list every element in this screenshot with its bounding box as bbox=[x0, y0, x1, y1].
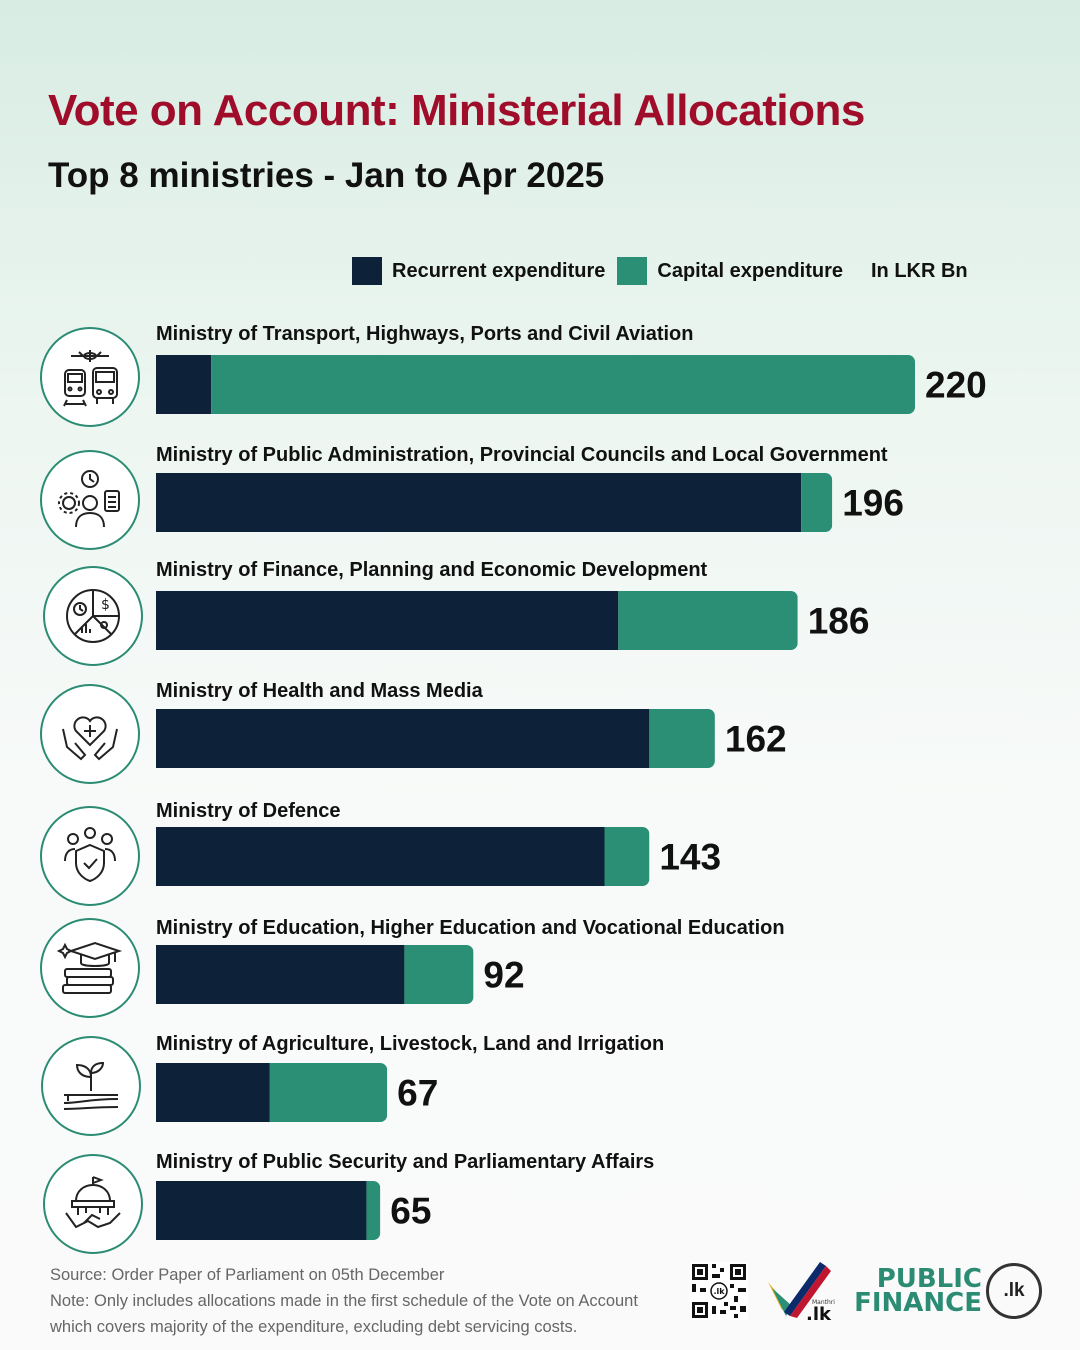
bar-group bbox=[156, 827, 650, 886]
legend-label-recurrent: Recurrent expenditure bbox=[392, 259, 606, 282]
note-line-2: which covers majority of the expenditure… bbox=[50, 1318, 578, 1336]
ministry-label: Ministry of Public Security and Parliame… bbox=[156, 1151, 654, 1173]
defence-icon bbox=[40, 806, 140, 906]
note-line-1: Note: Only includes allocations made in … bbox=[50, 1292, 638, 1310]
bar-capital bbox=[618, 591, 798, 650]
ministry-label: Ministry of Finance, Planning and Econom… bbox=[156, 559, 708, 581]
legend-swatch-capital bbox=[617, 257, 648, 285]
public-finance-wordmark: PUBLIC FINANCE bbox=[854, 1264, 982, 1318]
bar-group bbox=[156, 591, 798, 650]
bar-capital bbox=[269, 1063, 388, 1122]
ministry-label: Ministry of Public Administration, Provi… bbox=[156, 444, 888, 466]
bar-group bbox=[156, 473, 833, 532]
total-value-label: 220 bbox=[925, 365, 987, 406]
ministry-label: Ministry of Defence bbox=[156, 800, 340, 822]
bar-group bbox=[156, 945, 474, 1004]
pf-badge: .lk bbox=[986, 1263, 1042, 1319]
legend-item-capital: Capital expenditure bbox=[617, 257, 843, 285]
bar-group bbox=[156, 1063, 388, 1122]
legend-swatch-recurrent bbox=[352, 257, 382, 285]
public-administration-icon bbox=[40, 450, 140, 550]
total-value-label: 65 bbox=[390, 1191, 431, 1232]
logo-strip: .lk Manthri .lk PUBLIC FINANCE .lk bbox=[690, 1258, 1042, 1324]
qr-center-label: .lk bbox=[714, 1287, 726, 1296]
manthri-lk-text: .lk bbox=[806, 1304, 832, 1324]
bar-capital bbox=[211, 355, 915, 414]
agriculture-icon bbox=[41, 1036, 141, 1136]
public-security-icon bbox=[43, 1154, 143, 1254]
pf-line-2: FINANCE bbox=[854, 1288, 982, 1318]
education-icon bbox=[40, 918, 140, 1018]
chart-subtitle: Top 8 ministries - Jan to Apr 2025 bbox=[48, 156, 605, 195]
pf-line-1: PUBLIC bbox=[876, 1264, 982, 1294]
ministry-label: Ministry of Health and Mass Media bbox=[156, 680, 484, 702]
unit-label: In LKR Bn bbox=[871, 259, 968, 282]
bar-capital bbox=[649, 709, 715, 768]
ministry-label: Ministry of Transport, Highways, Ports a… bbox=[156, 323, 694, 345]
ministry-label: Ministry of Agriculture, Livestock, Land… bbox=[156, 1033, 664, 1055]
source-note: Source: Order Paper of Parliament on 05t… bbox=[50, 1266, 445, 1284]
total-value-label: 143 bbox=[659, 837, 721, 878]
legend-label-capital: Capital expenditure bbox=[657, 259, 843, 282]
total-value-label: 92 bbox=[483, 955, 524, 996]
bar-capital bbox=[404, 945, 474, 1004]
ministry-label: Ministry of Education, Higher Education … bbox=[156, 917, 785, 939]
total-value-label: 186 bbox=[808, 601, 870, 642]
bar-recurrent bbox=[156, 591, 619, 650]
bar-group bbox=[156, 355, 915, 414]
manthri-small-text: Manthri bbox=[812, 1299, 835, 1306]
bar-recurrent bbox=[156, 1063, 270, 1122]
bar-group bbox=[156, 709, 715, 768]
total-value-label: 196 bbox=[842, 483, 904, 524]
finance-icon: $ bbox=[43, 566, 143, 666]
bar-capital bbox=[604, 827, 650, 886]
bar-recurrent bbox=[156, 945, 405, 1004]
transport-icon bbox=[40, 327, 140, 427]
public-finance-logo[interactable]: PUBLIC FINANCE .lk bbox=[854, 1263, 1042, 1319]
legend: Recurrent expenditure Capital expenditur… bbox=[352, 256, 968, 286]
bar-recurrent bbox=[156, 1181, 367, 1240]
manthri-logo[interactable]: Manthri .lk bbox=[762, 1258, 840, 1324]
health-icon bbox=[40, 684, 140, 784]
legend-item-recurrent: Recurrent expenditure bbox=[352, 257, 605, 285]
footer: Source: Order Paper of Parliament on 05t… bbox=[50, 1262, 638, 1340]
total-value-label: 162 bbox=[725, 719, 787, 760]
bar-capital bbox=[801, 473, 833, 532]
total-value-label: 67 bbox=[397, 1073, 438, 1114]
bar-recurrent bbox=[156, 709, 650, 768]
bar-group bbox=[156, 1181, 381, 1240]
svg-text:$: $ bbox=[101, 597, 110, 613]
bar-recurrent bbox=[156, 355, 212, 414]
chart-title: Vote on Account: Ministerial Allocations bbox=[48, 86, 865, 135]
bar-recurrent bbox=[156, 473, 802, 532]
bar-recurrent bbox=[156, 827, 605, 886]
qr-code[interactable]: .lk bbox=[690, 1262, 749, 1320]
bar-capital bbox=[366, 1181, 381, 1240]
